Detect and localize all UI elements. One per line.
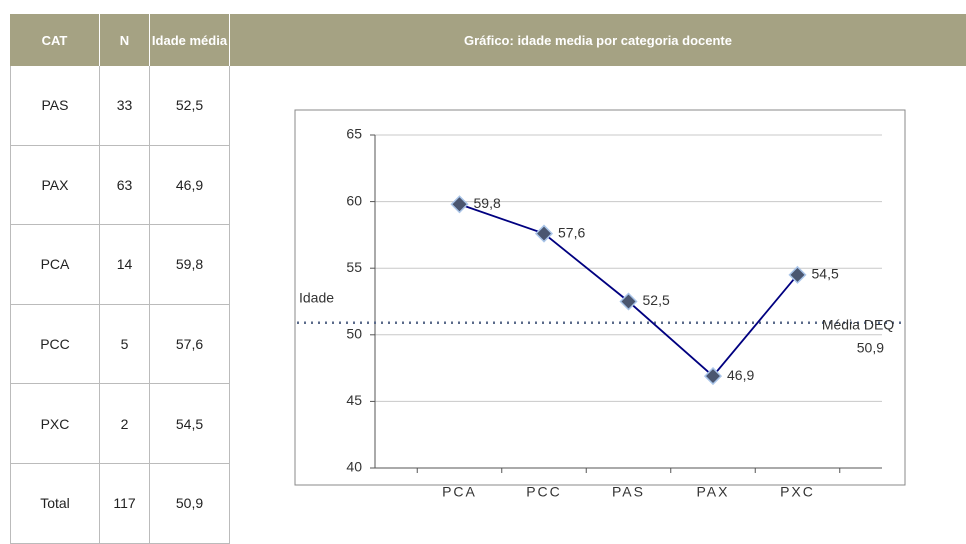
y-tick-label: 60 [346,192,362,208]
marker [450,195,469,214]
table-cell: PAS [10,66,100,146]
table-cell: PCC [10,304,100,385]
reference-label: 50,9 [857,340,884,356]
data-label: 54,5 [812,266,839,282]
marker [534,224,554,243]
table-cell: 33 [100,66,150,146]
data-label: 57,6 [558,224,585,240]
table-cell: 5 [100,304,150,385]
reference-name: Média DEQ [822,317,894,333]
table-cell: 117 [100,464,150,544]
chart-frame [294,109,906,486]
marker [703,367,723,386]
table-cell: PCA [10,225,100,305]
table-cell: 59,8 [150,225,230,305]
marker [788,265,807,284]
y-tick-label: 45 [346,392,362,408]
chart-title: Gráfico: idade media por categoria docen… [230,14,966,66]
table-header: Idade média [150,14,230,66]
y-tick-label: 55 [346,259,362,275]
series-line [459,203,799,378]
table-cell: 2 [100,384,150,464]
marker [619,292,638,311]
table-header: CAT [10,14,100,66]
y-tick-label: 50 [346,326,362,342]
table-cell: Total [10,464,100,544]
table-cell: 52,5 [150,66,230,146]
table-cell: PAX [10,145,100,226]
table-cell: 63 [100,145,150,226]
table-header: N [100,14,150,66]
data-label: 59,8 [474,195,501,211]
table-cell: 57,6 [150,304,230,385]
table-cell: 14 [100,225,150,305]
x-tick-label: PAX [697,484,730,500]
data-label: 52,5 [643,292,670,308]
table-cell: 50,9 [150,464,230,544]
x-tick-label: PXC [780,484,815,500]
y-axis-label: Idade [299,290,334,306]
table-cell: 54,5 [150,384,230,464]
x-tick-label: PCC [526,484,562,500]
table-cell: 46,9 [150,145,230,226]
x-tick-label: PCA [442,484,477,500]
data-label: 46,9 [727,367,754,383]
y-tick-label: 65 [346,126,362,142]
table-cell: PXC [10,384,100,464]
x-tick-label: PAS [612,484,645,500]
y-tick-label: 40 [346,459,362,475]
